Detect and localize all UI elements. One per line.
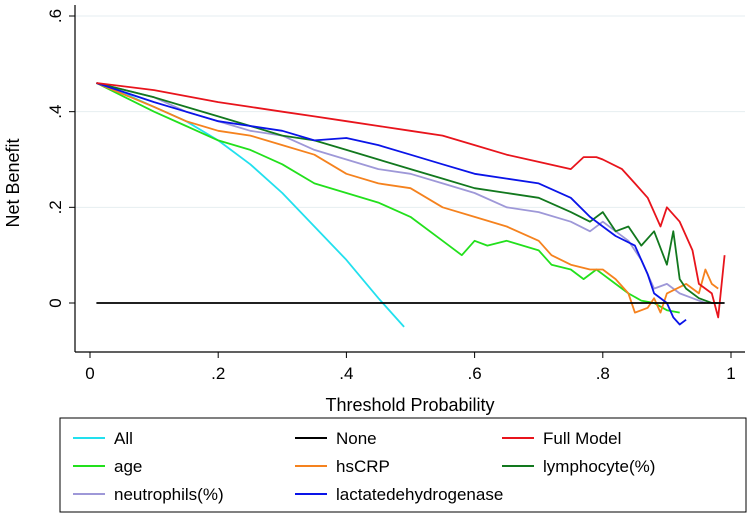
series-line-lactatedehydrogenase	[96, 82, 687, 326]
legend-label-full-model: Full Model	[543, 429, 621, 448]
y-axis-label: Net Benefit	[3, 138, 23, 227]
legend-box	[59, 417, 747, 513]
legend-label-none: None	[336, 429, 377, 448]
y-tick-label-0: 0	[46, 298, 65, 307]
legend-label-neutrophils: neutrophils(%)	[114, 485, 224, 504]
series-line-age	[95, 82, 680, 314]
series-lines	[95, 82, 726, 328]
legend-label-lactatedehydrogenase: lactatedehydrogenase	[336, 485, 503, 504]
series-line-lymphocyte	[96, 82, 719, 304]
legend-label-hscrp: hsCRP	[336, 457, 390, 476]
y-tick-label-2: .4	[46, 105, 65, 119]
legend: All None Full Model age hsCRP lymphocyte(%) ne…	[59, 417, 747, 513]
legend-label-age: age	[114, 457, 142, 476]
x-tick-label-2: .4	[339, 364, 353, 383]
legend-label-all: All	[114, 429, 133, 448]
y-tick-label-1: .2	[46, 200, 65, 214]
axes	[74, 5, 745, 353]
x-tick-label-3: .6	[468, 364, 482, 383]
y-tick-label-3: .6	[46, 9, 65, 23]
series-line-all	[96, 82, 405, 328]
x-tick-label-0: 0	[85, 364, 94, 383]
series-line-neutrophils	[96, 82, 706, 304]
x-tick-label-4: .8	[596, 364, 610, 383]
x-tick-label-1: .2	[211, 364, 225, 383]
x-tick-label-5: 1	[726, 364, 735, 383]
axis-ticks: 0 .2 .4 .6 .8 1 0 .2 .4 .6	[46, 9, 736, 383]
x-axis-label: Threshold Probability	[325, 395, 494, 415]
grid-lines	[75, 15, 745, 208]
series-line-full-model	[96, 82, 726, 319]
legend-label-lymphocyte: lymphocyte(%)	[543, 457, 655, 476]
series-line-hscrp	[96, 82, 719, 314]
